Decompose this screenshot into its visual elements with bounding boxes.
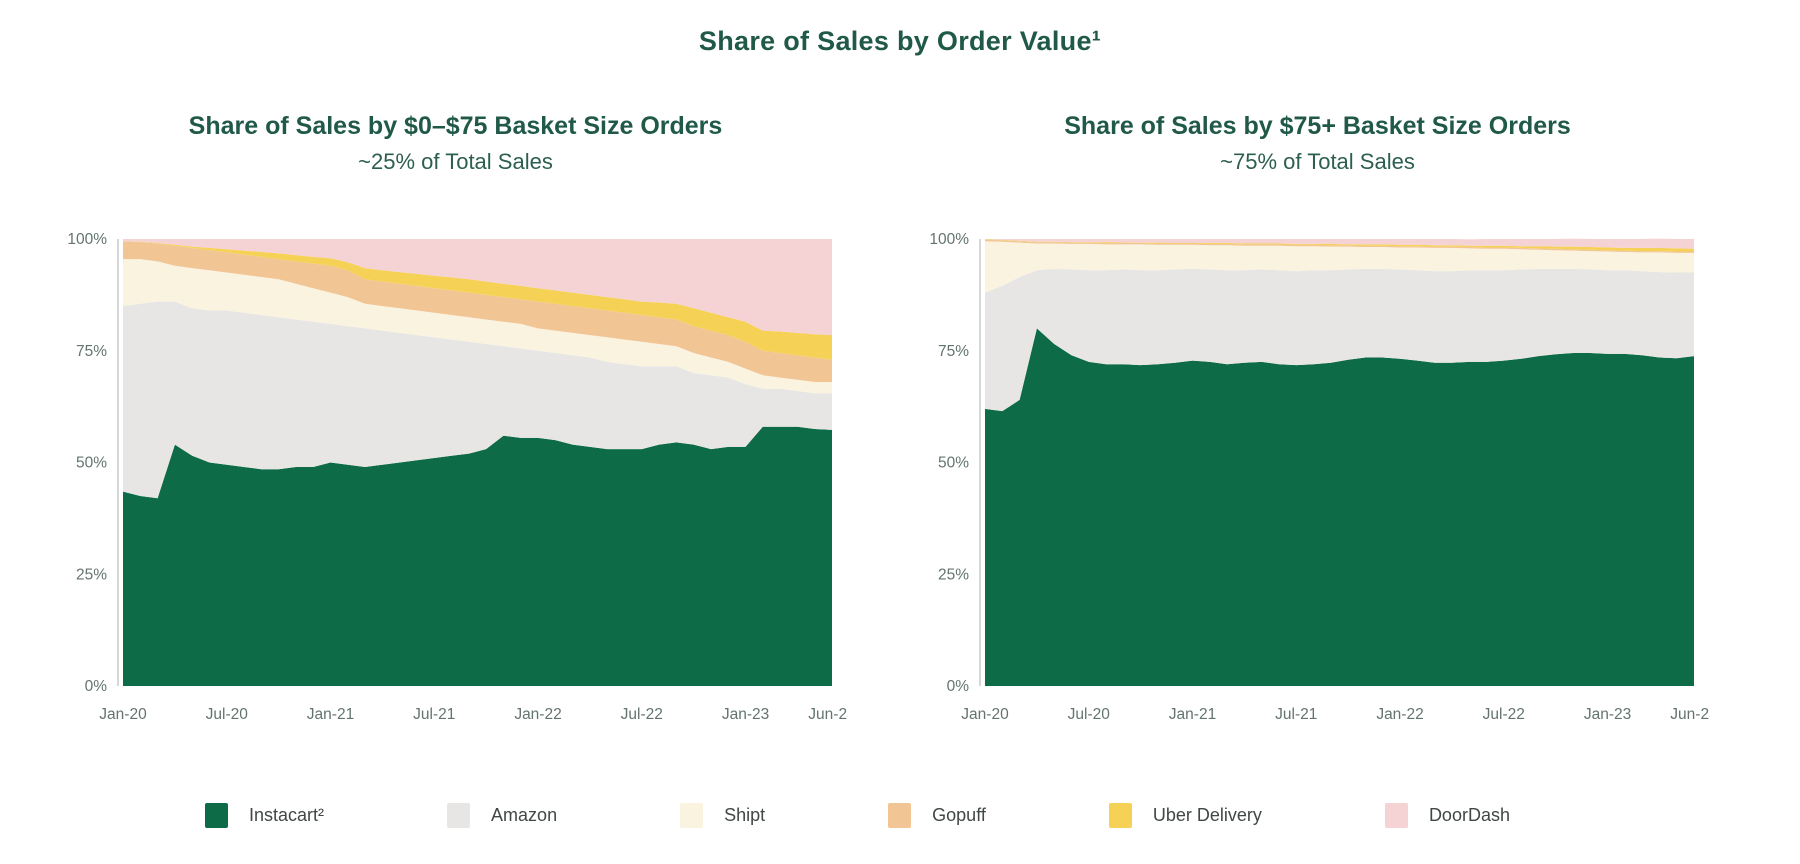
x-axis-label: Jan-23 <box>722 706 769 723</box>
area-series-gopuff <box>985 239 1694 253</box>
legend-swatch-gopuff <box>888 803 912 828</box>
y-axis-label: 50% <box>938 455 969 472</box>
area-series-shipt <box>985 241 1694 293</box>
area-series-amazon <box>985 268 1694 412</box>
legend-swatch-amazon <box>447 803 471 828</box>
chart-block-large-basket: Share of Sales by $75+ Basket Size Order… <box>925 109 1710 731</box>
charts-row: Share of Sales by $0–$75 Basket Size Ord… <box>0 109 1800 731</box>
legend-label: Instacart² <box>249 805 325 825</box>
legend-label: Shipt <box>724 805 766 825</box>
x-axis-label: Jul-21 <box>413 706 455 723</box>
legend-item-uber-delivery: Uber Delivery <box>1108 803 1262 828</box>
legend-swatch-shipt <box>680 803 704 828</box>
legend-item-amazon: Amazon <box>447 803 557 828</box>
y-axis-label: 75% <box>76 343 107 360</box>
chart-title-small-basket: Share of Sales by $0–$75 Basket Size Ord… <box>188 112 723 140</box>
legend-label: Gopuff <box>932 805 986 825</box>
x-axis-label: Jul-22 <box>1483 706 1525 723</box>
legend-label: Uber Delivery <box>1152 805 1262 825</box>
chart-legend: Instacart² Amazon Shipt Gopuff Uber Delivery… <box>205 803 1510 828</box>
legend-item-shipt: Shipt <box>680 803 765 828</box>
x-axis-label: Jul-20 <box>1068 706 1111 723</box>
x-axis-label: Jun-23 <box>1670 706 1710 723</box>
legend-item-gopuff: Gopuff <box>888 803 986 828</box>
area-series-instacart <box>123 426 832 686</box>
x-axis-label: Jun-23 <box>808 706 848 723</box>
x-axis-label: Jan-22 <box>1376 706 1423 723</box>
area-series-uber-delivery <box>985 239 1694 252</box>
legend-swatch-uber-delivery <box>1108 803 1132 828</box>
x-axis-label: Jan-22 <box>514 706 561 723</box>
x-axis-label: Jan-21 <box>307 706 354 723</box>
legend-label: DoorDash <box>1428 805 1510 825</box>
x-axis-label: Jul-22 <box>621 706 663 723</box>
x-axis-label: Jan-21 <box>1169 706 1216 723</box>
x-axis-label: Jan-20 <box>99 706 147 723</box>
legend-label: Amazon <box>491 805 558 825</box>
y-axis-label: 50% <box>76 455 107 472</box>
stacked-area-chart-small-basket: 100% 75% 50% 25% 0% Jan-20 Jul-20 Jan-21 Jul-21 J… <box>67 231 848 723</box>
chart-title-large-basket: Share of Sales by $75+ Basket Size Order… <box>1064 112 1571 140</box>
y-axis-label: 25% <box>76 566 107 583</box>
area-series-doordash <box>123 239 832 336</box>
stacked-area-chart-large-basket: 100% 75% 50% 25% 0% Jan-20 Jul-20 Jan-21 Jul-21 J… <box>929 231 1710 723</box>
area-series-instacart <box>985 328 1694 686</box>
x-axis-label: Jul-20 <box>206 706 249 723</box>
chart-subtitle-large-basket: ~75% of Total Sales <box>1220 149 1415 174</box>
y-axis-label: 0% <box>947 678 970 695</box>
chart-subtitle-small-basket: ~25% of Total Sales <box>358 149 553 174</box>
x-axis-label: Jan-23 <box>1584 706 1631 723</box>
chart-block-small-basket: Share of Sales by $0–$75 Basket Size Ord… <box>63 109 848 731</box>
legend-item-instacart: Instacart² <box>205 803 324 828</box>
x-axis-label: Jul-21 <box>1275 706 1317 723</box>
x-axis-label: Jan-20 <box>961 706 1009 723</box>
y-axis-label: 100% <box>67 231 107 248</box>
legend-item-doordash: DoorDash <box>1384 803 1510 828</box>
y-axis-label: 100% <box>929 231 969 248</box>
legend-swatch-doordash <box>1384 803 1408 828</box>
y-axis-label: 25% <box>938 566 969 583</box>
area-series-amazon <box>123 301 832 499</box>
area-series-gopuff <box>123 241 832 382</box>
y-axis-label: 0% <box>85 678 108 695</box>
area-series-shipt <box>123 259 832 394</box>
page-title: Share of Sales by Order Value¹ <box>698 26 1102 56</box>
area-series-doordash <box>985 238 1694 249</box>
y-axis-label: 75% <box>938 343 969 360</box>
legend-swatch-instacart <box>205 803 228 828</box>
area-series-uber-delivery <box>123 241 832 360</box>
